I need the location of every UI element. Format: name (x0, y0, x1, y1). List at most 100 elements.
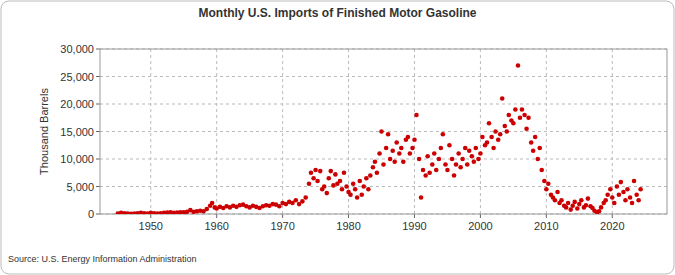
point (348, 192, 353, 197)
point (353, 187, 358, 192)
x-tick-label: 1960 (204, 220, 228, 232)
point (338, 179, 343, 184)
point (485, 140, 490, 145)
point (496, 137, 501, 142)
point (427, 170, 432, 175)
point (612, 201, 617, 206)
point (491, 146, 496, 151)
point (307, 181, 312, 186)
point (460, 157, 465, 162)
point (535, 157, 540, 162)
point (414, 113, 419, 118)
point (564, 205, 569, 210)
y-tick (96, 131, 100, 132)
point (315, 179, 320, 184)
point (619, 180, 624, 185)
x-tick (348, 214, 349, 218)
point (603, 198, 608, 203)
x-tick-label: 2000 (468, 220, 492, 232)
y-tick-label: 15,000 (60, 126, 94, 138)
point (610, 195, 615, 200)
point (615, 184, 620, 189)
point (454, 162, 459, 167)
point (425, 154, 430, 159)
y-tick-label: 10,000 (60, 153, 94, 165)
point (621, 190, 626, 195)
point (390, 148, 395, 153)
point (294, 198, 299, 203)
point (511, 121, 516, 126)
x-tick (150, 214, 151, 218)
x-tick (546, 214, 547, 218)
point (408, 151, 413, 156)
point (504, 129, 509, 134)
point (522, 113, 527, 118)
point (632, 179, 637, 184)
point (371, 165, 376, 170)
point (322, 184, 327, 189)
point (377, 151, 382, 156)
x-tick-label: 2020 (600, 220, 624, 232)
point (586, 196, 591, 201)
point (368, 173, 373, 178)
chart: Monthly U.S. Imports of Finished Motor G… (0, 0, 675, 275)
point (503, 124, 508, 129)
point (452, 173, 457, 178)
point (364, 176, 369, 181)
point (379, 129, 384, 134)
point (344, 184, 349, 189)
point (465, 162, 470, 167)
point (309, 170, 314, 175)
point (498, 132, 503, 137)
point (553, 198, 558, 203)
point (489, 135, 494, 140)
point (381, 162, 386, 167)
point (340, 187, 345, 192)
point (630, 201, 635, 206)
point (434, 168, 439, 173)
point (634, 192, 639, 197)
point (472, 159, 477, 164)
x-tick-label: 1980 (336, 220, 360, 232)
point (559, 198, 564, 203)
y-tick (96, 104, 100, 105)
y-grid-line (100, 76, 667, 77)
point (432, 151, 437, 156)
point (500, 96, 505, 101)
point (599, 205, 604, 210)
y-tick (96, 214, 100, 215)
point (628, 195, 633, 200)
point (518, 115, 523, 120)
point (467, 148, 472, 153)
point (524, 126, 529, 131)
point (544, 187, 549, 192)
points (116, 63, 643, 214)
point (439, 146, 444, 151)
point (401, 159, 406, 164)
x-grid-line (150, 49, 151, 214)
point (555, 190, 560, 195)
point (406, 135, 411, 140)
x-tick (414, 214, 415, 218)
point (318, 169, 323, 174)
y-tick-label: 20,000 (60, 98, 94, 110)
y-tick-label: 30,000 (60, 43, 94, 55)
y-tick-label: 5,000 (66, 181, 94, 193)
point (375, 170, 380, 175)
point (480, 135, 485, 140)
point (437, 157, 442, 162)
point (331, 183, 336, 188)
point (210, 201, 215, 206)
point (421, 168, 426, 173)
x-grid-line (414, 49, 415, 214)
point (326, 176, 331, 181)
y-axis-label: Thousand Barrels (38, 88, 50, 175)
y-tick (96, 76, 100, 77)
x-tick (216, 214, 217, 218)
point (531, 148, 536, 153)
point (575, 206, 580, 211)
point (506, 113, 511, 118)
point (458, 165, 463, 170)
point (638, 187, 643, 192)
point (636, 198, 641, 203)
